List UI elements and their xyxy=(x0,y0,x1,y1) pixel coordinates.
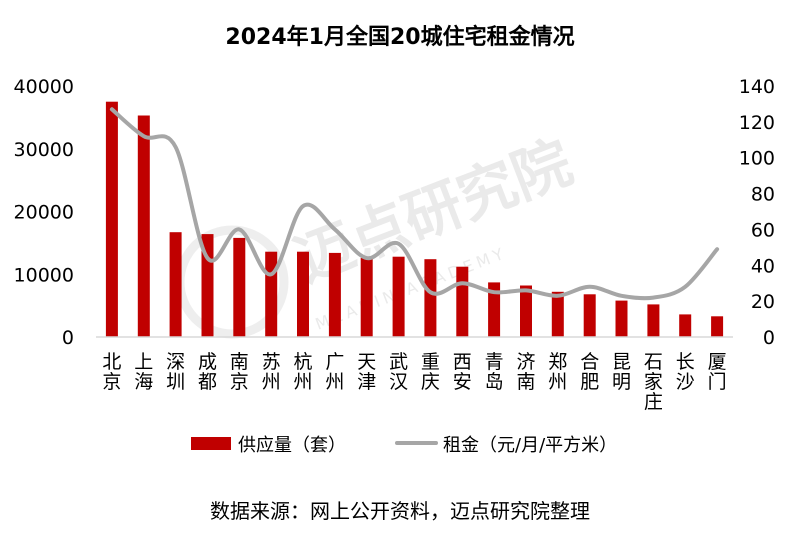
category-label: 武汉 xyxy=(389,351,408,393)
bar-supply-19 xyxy=(711,316,724,337)
left-axis-ticks: 0 10000 20000 30000 40000 xyxy=(14,76,74,349)
bar-supply-4 xyxy=(233,237,246,337)
legend-label-rent: 租金（元/月/平方米） xyxy=(443,435,617,456)
category-label: 苏州 xyxy=(262,351,281,393)
right-tick-label: 140 xyxy=(739,76,775,98)
bar-supply-11 xyxy=(456,266,469,337)
category-labels: 北京上海深圳成都南京苏州杭州广州天津武汉重庆西安青岛济南郑州合肥昆明石家庄长沙厦… xyxy=(102,351,726,413)
category-label: 昆明 xyxy=(612,351,631,393)
bars-group xyxy=(105,101,724,337)
category-label: 郑州 xyxy=(548,351,567,393)
bar-supply-1 xyxy=(137,115,150,337)
bar-supply-18 xyxy=(679,314,692,337)
category-label: 杭州 xyxy=(293,351,312,393)
bar-supply-17 xyxy=(647,304,660,337)
bar-supply-12 xyxy=(488,282,501,337)
bar-supply-8 xyxy=(360,257,373,337)
left-tick-label: 40000 xyxy=(14,76,74,98)
category-label: 济南 xyxy=(516,351,535,393)
left-tick-label: 10000 xyxy=(14,264,74,286)
left-tick-label: 20000 xyxy=(14,202,74,224)
category-label: 西安 xyxy=(453,351,472,393)
category-label: 深圳 xyxy=(166,351,185,393)
bar-supply-7 xyxy=(328,252,341,337)
right-tick-label: 100 xyxy=(739,148,775,170)
right-tick-label: 60 xyxy=(751,219,775,241)
category-label: 合肥 xyxy=(580,351,599,393)
category-label: 长沙 xyxy=(676,351,695,393)
legend: 供应量（套） 租金（元/月/平方米） xyxy=(191,435,617,456)
category-label: 天津 xyxy=(357,351,376,393)
category-label: 石家庄 xyxy=(644,351,663,413)
chart-title: 2024年1月全国20城住宅租金情况 xyxy=(225,24,574,50)
category-label: 北京 xyxy=(102,351,121,393)
bar-supply-0 xyxy=(105,101,118,337)
bar-supply-13 xyxy=(520,285,532,337)
category-label: 南京 xyxy=(230,351,249,393)
bar-supply-9 xyxy=(392,256,405,337)
right-tick-label: 0 xyxy=(763,327,775,349)
left-tick-label: 0 xyxy=(62,327,74,349)
right-axis-ticks: 0 20 40 60 80 100 120 140 xyxy=(739,76,775,349)
bar-supply-5 xyxy=(265,251,278,337)
series-line-rent xyxy=(109,107,720,301)
category-label: 上海 xyxy=(134,351,153,393)
bar-supply-16 xyxy=(615,300,628,337)
bar-supply-10 xyxy=(424,259,437,337)
category-label: 青岛 xyxy=(485,351,504,393)
bar-supply-2 xyxy=(169,232,182,337)
category-label: 广州 xyxy=(325,351,344,393)
left-tick-label: 30000 xyxy=(14,139,74,161)
right-tick-label: 40 xyxy=(751,255,775,277)
right-tick-label: 20 xyxy=(751,291,775,313)
legend-swatch-supply xyxy=(191,437,231,450)
bar-supply-15 xyxy=(583,294,596,337)
bar-supply-14 xyxy=(551,291,564,337)
legend-label-supply: 供应量（套） xyxy=(238,435,346,456)
category-label: 厦门 xyxy=(708,351,727,393)
right-tick-label: 120 xyxy=(739,112,775,134)
source-note: 数据来源：网上公开资料，迈点研究院整理 xyxy=(210,499,590,523)
category-label: 成都 xyxy=(198,351,217,393)
category-label: 重庆 xyxy=(421,351,440,393)
right-tick-label: 80 xyxy=(751,184,775,206)
bar-supply-6 xyxy=(297,251,309,337)
